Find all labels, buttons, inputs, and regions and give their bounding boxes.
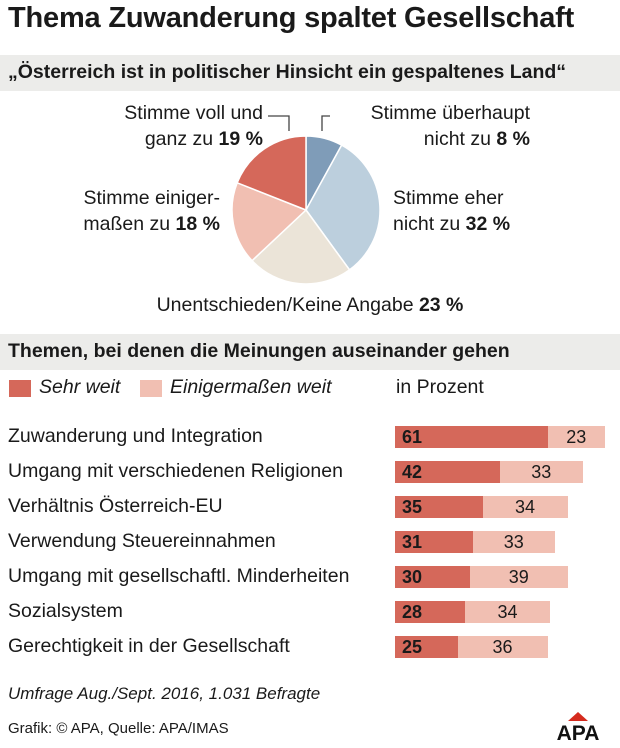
category-label: Sozialsystem bbox=[8, 600, 123, 622]
label-voll-line2: ganz zu 19 % bbox=[144, 128, 263, 150]
category-label: Umgang mit verschiedenen Religionen bbox=[8, 460, 343, 482]
label-ueberhaupt-line2: nicht zu 8 % bbox=[423, 128, 530, 150]
question-band bbox=[0, 55, 620, 91]
leader-line-ueberhaupt bbox=[321, 115, 330, 131]
bar-sehr-weit bbox=[395, 461, 500, 483]
bar-einigermassen-weit bbox=[547, 426, 605, 448]
label-ueberhaupt-value: 8 % bbox=[496, 128, 530, 150]
label-einiger-line1: Stimme einiger- bbox=[83, 187, 220, 209]
pie-slice-3 bbox=[231, 181, 308, 262]
label-voll-line1: Stimme voll und bbox=[124, 102, 263, 124]
value-label-sehr-weit: 25 bbox=[402, 637, 423, 657]
apa-logo-text: APA bbox=[557, 722, 600, 742]
category-label: Umgang mit gesellschaftl. Minderheiten bbox=[8, 565, 350, 587]
value-label-einigermassen-weit: 33 bbox=[531, 462, 552, 482]
bar-einigermassen-weit bbox=[457, 636, 548, 658]
label-eher-line2: nicht zu 32 % bbox=[393, 213, 511, 235]
bar-einigermassen-weit bbox=[482, 496, 568, 518]
category-label: Verhältnis Österreich-EU bbox=[8, 495, 223, 517]
label-eher-nicht: Stimme eher nicht zu 32 % bbox=[393, 185, 510, 237]
bar-einigermassen-weit bbox=[500, 461, 583, 483]
value-label-einigermassen-weit: 34 bbox=[514, 497, 536, 517]
value-label-einigermassen-weit: 34 bbox=[497, 602, 518, 622]
label-ueberhaupt-nicht: Stimme überhaupt nicht zu 8 % bbox=[330, 100, 530, 152]
pie-question: „Österreich ist in politischer Hinsicht … bbox=[8, 61, 567, 83]
bar-sehr-weit bbox=[395, 566, 470, 588]
label-unentschieden: Unentschieden/Keine Angabe 23 % bbox=[156, 294, 464, 316]
pie-leader-lines bbox=[268, 115, 330, 131]
legend-label-sehr-weit: Sehr weit bbox=[39, 376, 121, 398]
legend-label-einigermassen-weit: Einigermaßen weit bbox=[170, 376, 332, 398]
label-eher-value: 32 % bbox=[465, 213, 511, 235]
bar-sehr-weit bbox=[395, 426, 548, 448]
label-ueberhaupt-line1: Stimme überhaupt bbox=[370, 102, 530, 124]
bar-sehr-weit bbox=[395, 601, 465, 623]
bar-sehr-weit bbox=[395, 531, 473, 553]
label-voll-und-ganz: Stimme voll und ganz zu 19 % bbox=[80, 100, 263, 152]
label-unentschieden-value: 23 % bbox=[418, 294, 464, 316]
value-label-einigermassen-weit: 23 bbox=[566, 427, 587, 447]
value-label-sehr-weit: 31 bbox=[402, 532, 423, 552]
bar-sehr-weit bbox=[395, 496, 483, 518]
section2-band bbox=[0, 334, 620, 370]
bar-einigermassen-weit bbox=[472, 531, 555, 553]
value-label-sehr-weit: 61 bbox=[402, 427, 423, 447]
legend-swatch-sehr-weit bbox=[9, 380, 31, 397]
value-label-sehr-weit: 28 bbox=[402, 602, 423, 622]
credit: Grafik: © APA, Quelle: APA/IMAS bbox=[8, 720, 229, 737]
label-eher-line1: Stimme eher bbox=[393, 187, 504, 209]
pie-slice-2 bbox=[250, 208, 351, 285]
value-label-einigermassen-weit: 39 bbox=[508, 567, 529, 587]
pie-slice-4 bbox=[236, 135, 307, 212]
value-label-sehr-weit: 42 bbox=[402, 462, 423, 482]
bar-einigermassen-weit bbox=[470, 566, 568, 588]
bar-einigermassen-weit bbox=[465, 601, 550, 623]
chart-title: Thema Zuwanderung spaltet Gesellschaft bbox=[8, 2, 575, 34]
category-label: Gerechtigkeit in der Gesellschaft bbox=[8, 635, 290, 657]
value-label-sehr-weit: 30 bbox=[402, 567, 423, 587]
value-label-sehr-weit: 35 bbox=[402, 497, 423, 517]
bar-chart-title: Themen, bei denen die Meinungen auseinan… bbox=[8, 340, 510, 362]
bar-sehr-weit bbox=[395, 636, 458, 658]
apa-logo-triangle bbox=[568, 712, 588, 721]
label-einiger-value: 18 % bbox=[175, 213, 220, 235]
pie-chart bbox=[231, 135, 381, 285]
value-label-einigermassen-weit: 36 bbox=[492, 637, 513, 657]
legend-swatch-einigermassen-weit bbox=[140, 380, 162, 397]
footnote: Umfrage Aug./Sept. 2016, 1.031 Befragte bbox=[8, 684, 321, 703]
apa-logo: APA bbox=[557, 712, 600, 742]
label-voll-value: 19 % bbox=[218, 128, 263, 150]
unit-label: in Prozent bbox=[396, 376, 484, 398]
value-label-einigermassen-weit: 33 bbox=[503, 532, 524, 552]
label-einiger-line2: maßen zu 18 % bbox=[83, 213, 220, 235]
pie-slice-1 bbox=[305, 144, 381, 271]
category-label: Verwendung Steuereinnahmen bbox=[8, 530, 276, 552]
label-einigermassen: Stimme einiger- maßen zu 18 % bbox=[60, 185, 220, 237]
leader-line-voll bbox=[268, 115, 290, 131]
category-label: Zuwanderung und Integration bbox=[8, 425, 263, 447]
